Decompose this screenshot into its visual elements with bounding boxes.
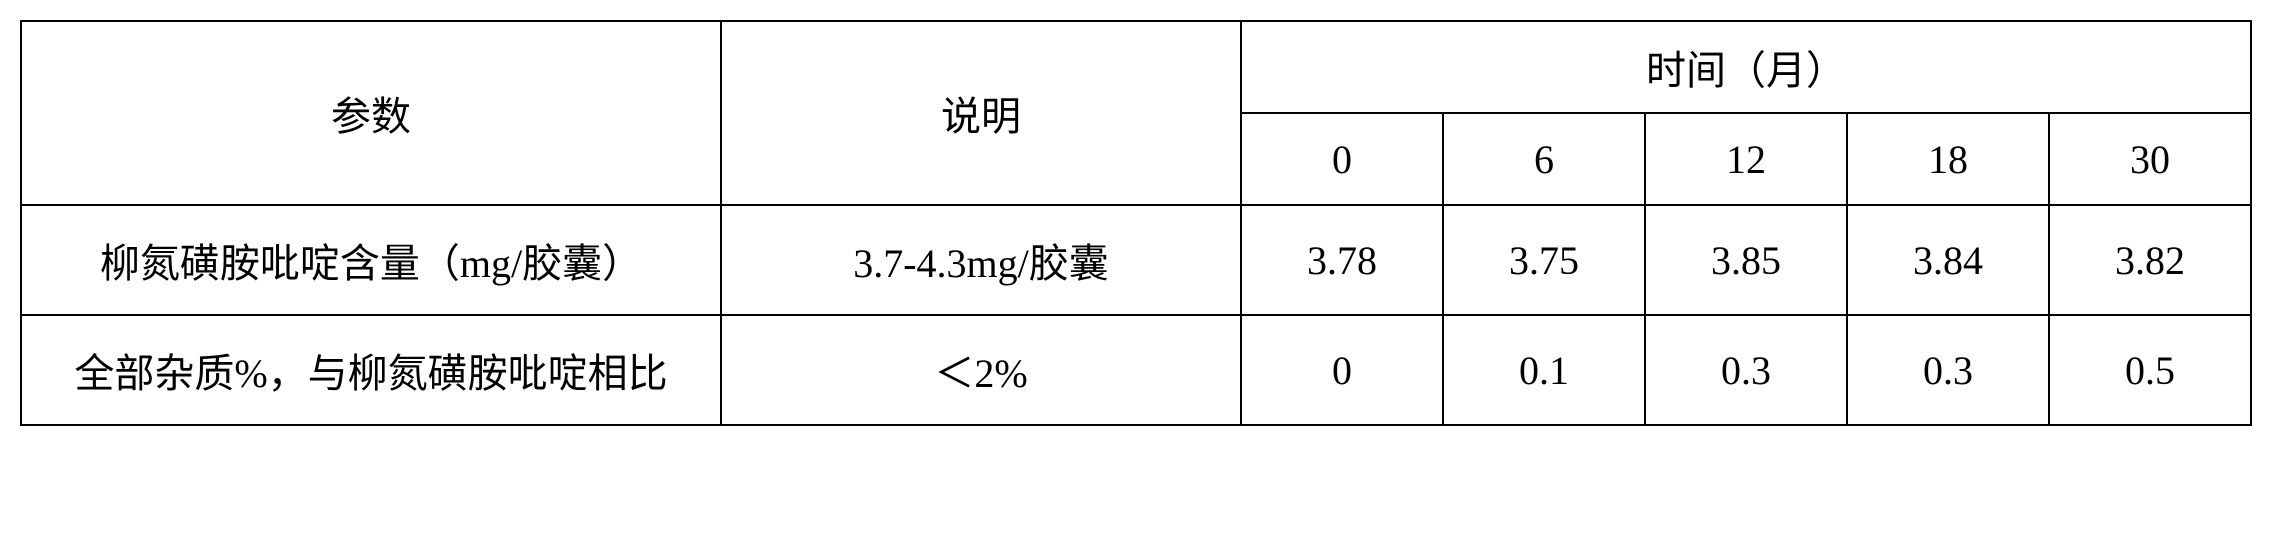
cell-value: 3.78 [1241, 205, 1443, 315]
cell-value: 3.82 [2049, 205, 2251, 315]
header-time-1: 6 [1443, 113, 1645, 205]
table-row: 柳氮磺胺吡啶含量（mg/胶囊） 3.7-4.3mg/胶囊 3.78 3.75 3… [21, 205, 2251, 315]
cell-param: 柳氮磺胺吡啶含量（mg/胶囊） [21, 205, 721, 315]
cell-value: 0.5 [2049, 315, 2251, 425]
table-header-row-1: 参数 说明 时间（月） [21, 21, 2251, 113]
stability-data-table: 参数 说明 时间（月） 0 6 12 18 30 柳氮磺胺吡啶含量（mg/胶囊）… [20, 20, 2252, 426]
cell-value: 3.84 [1847, 205, 2049, 315]
cell-value: 0 [1241, 315, 1443, 425]
header-time-group: 时间（月） [1241, 21, 2251, 113]
header-param: 参数 [21, 21, 721, 205]
cell-value: 3.85 [1645, 205, 1847, 315]
header-time-4: 30 [2049, 113, 2251, 205]
cell-value: 0.3 [1645, 315, 1847, 425]
header-time-2: 12 [1645, 113, 1847, 205]
cell-value: 3.75 [1443, 205, 1645, 315]
cell-value: 0.3 [1847, 315, 2049, 425]
cell-value: 0.1 [1443, 315, 1645, 425]
cell-param: 全部杂质%，与柳氮磺胺吡啶相比 [21, 315, 721, 425]
header-time-3: 18 [1847, 113, 2049, 205]
cell-desc: 3.7-4.3mg/胶囊 [721, 205, 1241, 315]
header-time-0: 0 [1241, 113, 1443, 205]
header-desc: 说明 [721, 21, 1241, 205]
cell-desc: ＜2% [721, 315, 1241, 425]
table-row: 全部杂质%，与柳氮磺胺吡啶相比 ＜2% 0 0.1 0.3 0.3 0.5 [21, 315, 2251, 425]
